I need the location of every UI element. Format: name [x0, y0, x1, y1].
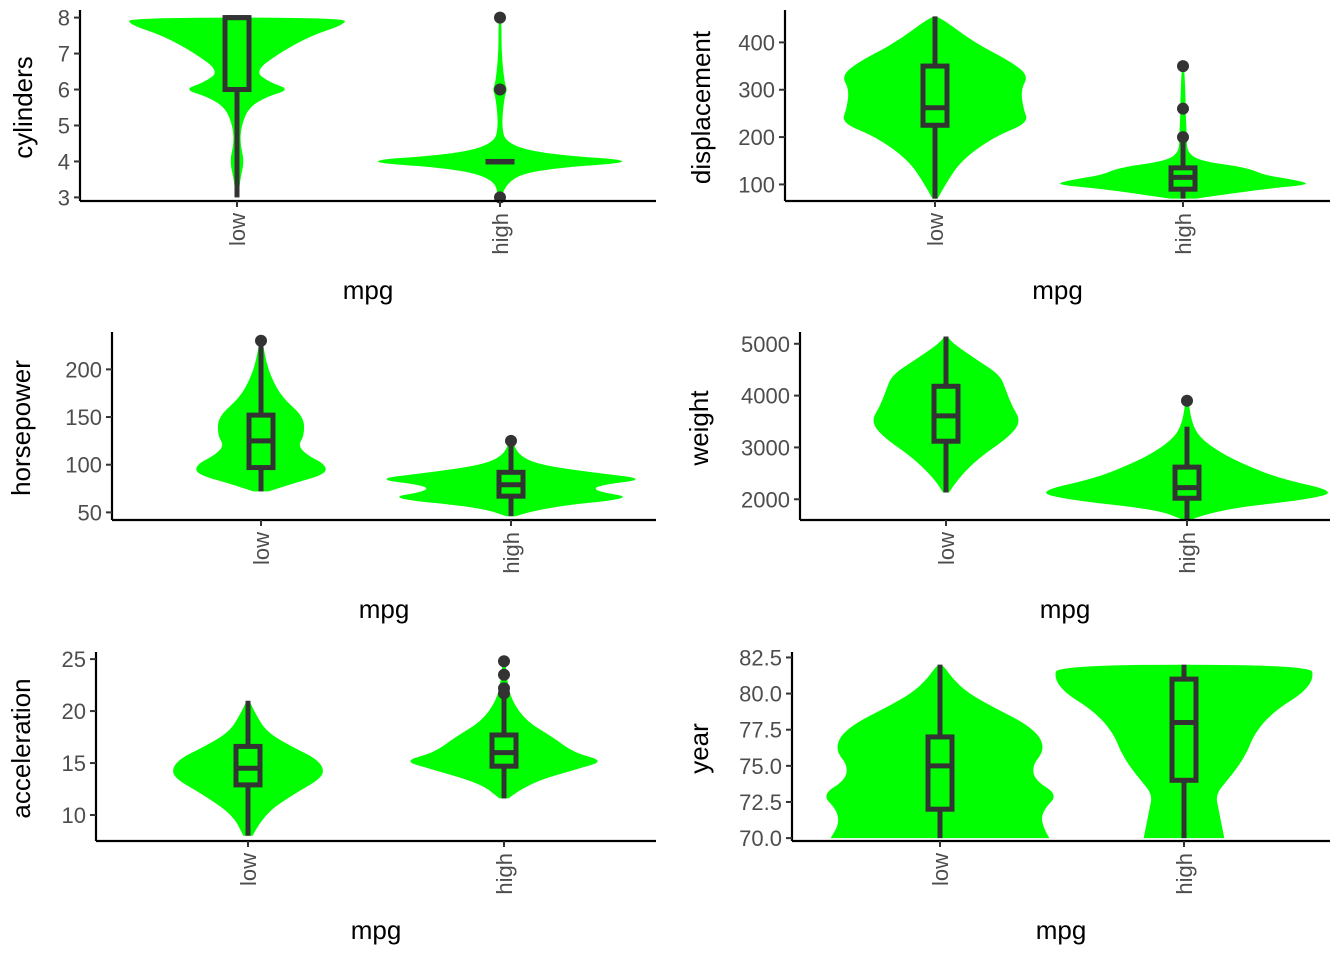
y-tick-label: 75.0	[739, 754, 782, 779]
y-tick-label: 100	[65, 453, 102, 478]
x-tick-label-high: high	[488, 213, 513, 255]
y-tick-label: 72.5	[739, 790, 782, 815]
y-axis-title: displacement	[686, 30, 716, 184]
y-tick-label: 200	[65, 357, 102, 382]
y-tick-label: 3	[58, 185, 70, 210]
x-axis-title: mpg	[359, 594, 410, 624]
x-axis-title: mpg	[1036, 915, 1087, 945]
x-axis-title: mpg	[351, 915, 402, 945]
x-tick-label-low: low	[236, 853, 261, 886]
outlier-horsepower-high-0	[505, 434, 517, 447]
x-tick-label-high: high	[492, 853, 517, 895]
x-tick-label-low: low	[923, 213, 948, 246]
x-tick-label-high: high	[499, 532, 524, 574]
panel-weight: 2000 3000 4000 5000 low high mpg weight	[684, 332, 1330, 624]
y-tick-label: 5	[58, 113, 70, 138]
y-tick-label: 8	[58, 6, 70, 31]
outlier-acceleration-high-1	[498, 682, 510, 695]
outlier-horsepower-low-0	[255, 334, 267, 347]
outlier-cylinders-high-2	[494, 11, 506, 24]
outlier-cylinders-high-1	[494, 83, 506, 96]
panel-displacement: 100 200 300 400 low high mpg displacement	[686, 10, 1330, 305]
outlier-weight-high-0	[1181, 394, 1193, 407]
y-axis-title: horsepower	[6, 360, 36, 496]
y-tick-label: 400	[738, 30, 775, 55]
x-axis-title: mpg	[343, 275, 394, 305]
y-axis-title: year	[684, 723, 714, 774]
x-tick-label-high: high	[1171, 213, 1196, 255]
y-tick-label: 70.0	[739, 826, 782, 851]
outlier-displacement-high-1	[1177, 102, 1189, 115]
box-year-low	[925, 734, 955, 812]
outlier-acceleration-high-3	[498, 655, 510, 668]
x-tick-label-low: low	[928, 853, 953, 886]
y-tick-label: 4	[58, 149, 70, 174]
y-tick-label: 10	[62, 803, 86, 828]
y-tick-label: 7	[58, 42, 70, 67]
x-tick-label-low: low	[934, 532, 959, 565]
box-displacement-low	[920, 63, 950, 128]
x-axis-title: mpg	[1032, 275, 1083, 305]
y-axis-title: weight	[684, 390, 714, 467]
panel-cylinders: 3 4 5 6 7 8 low high mpg cylinders	[8, 6, 656, 305]
y-tick-label: 200	[738, 125, 775, 150]
panel-year: 70.0 72.5 75.0 77.5 80.0 82.5 low high mpg year	[684, 645, 1330, 945]
y-tick-label: 150	[65, 405, 102, 430]
violin-cylinders-high	[377, 17, 623, 198]
outlier-acceleration-high-2	[498, 668, 510, 681]
violin-year-high	[1055, 664, 1313, 839]
x-tick-label-low: low	[225, 213, 250, 246]
y-tick-label: 100	[738, 172, 775, 197]
y-tick-label: 2000	[741, 487, 790, 512]
violin-horsepower-high	[386, 440, 636, 517]
y-tick-label: 50	[78, 500, 102, 525]
x-tick-label-high: high	[1172, 853, 1197, 895]
box-weight-high	[1172, 464, 1202, 501]
violin-year-low	[826, 664, 1054, 839]
y-tick-label: 77.5	[739, 718, 782, 743]
y-tick-label: 4000	[741, 384, 790, 409]
outlier-displacement-high-0	[1177, 131, 1189, 144]
y-axis-title: cylinders	[8, 56, 38, 159]
y-axis-title: acceleration	[6, 678, 36, 818]
outlier-displacement-high-2	[1177, 60, 1189, 73]
y-tick-label: 6	[58, 78, 70, 103]
panel-acceleration: 10 15 20 25 low high mpg acceleration	[6, 647, 656, 945]
box-acceleration-low	[233, 743, 263, 788]
y-tick-label: 80.0	[739, 682, 782, 707]
y-tick-label: 15	[62, 751, 86, 776]
y-tick-label: 300	[738, 78, 775, 103]
x-tick-label-low: low	[249, 532, 274, 565]
y-tick-label: 20	[62, 699, 86, 724]
x-axis-title: mpg	[1040, 594, 1091, 624]
panel-horsepower: 50 100 150 200 low high mpg horsepower	[6, 332, 656, 624]
y-tick-label: 82.5	[739, 645, 782, 670]
y-tick-label: 25	[62, 647, 86, 672]
y-tick-label: 3000	[741, 435, 790, 460]
y-tick-label: 5000	[741, 332, 790, 357]
x-tick-label-high: high	[1175, 532, 1200, 574]
box-year-high	[1169, 676, 1199, 783]
